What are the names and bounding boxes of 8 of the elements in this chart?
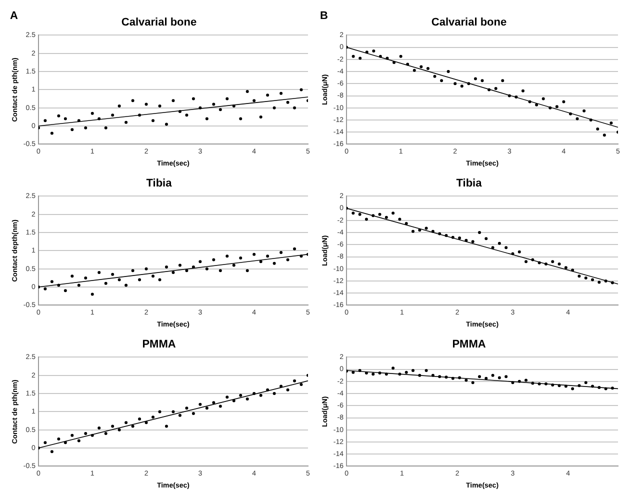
text: A — [10, 10, 18, 22]
chart-title: Calvarial bone — [431, 16, 507, 29]
chart-title: Tibia — [456, 178, 483, 190]
chart-title: PMMA — [142, 338, 176, 351]
chart-title: Calvarial bone — [121, 16, 197, 29]
text: B — [320, 10, 328, 22]
chart-title: Tibia — [146, 178, 173, 190]
chart-title: PMMA — [452, 338, 486, 351]
